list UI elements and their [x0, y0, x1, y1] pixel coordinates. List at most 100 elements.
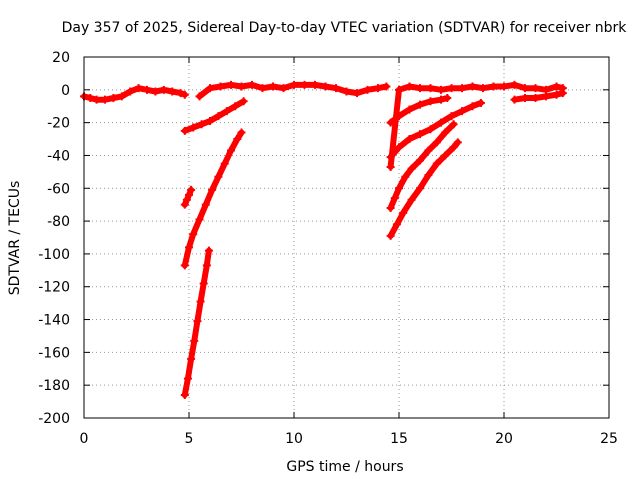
series-track: [196, 81, 390, 100]
data-point: [196, 297, 205, 306]
y-tick-label: -140: [38, 313, 70, 329]
data-point: [468, 102, 477, 111]
data-point: [552, 90, 561, 99]
data-points: [80, 80, 567, 400]
data-point: [197, 120, 206, 129]
data-point: [424, 146, 433, 155]
data-point: [416, 184, 424, 193]
y-tick-label: 0: [61, 83, 70, 99]
data-point: [416, 100, 424, 109]
data-point: [395, 184, 403, 193]
data-point: [214, 112, 223, 121]
data-series: [180, 97, 248, 135]
data-point: [185, 243, 193, 252]
series-track: [181, 129, 245, 269]
x-tick-label: 5: [185, 431, 194, 447]
data-point: [382, 82, 391, 91]
data-point: [193, 317, 202, 326]
data-point: [416, 84, 424, 93]
data-point: [321, 82, 330, 91]
data-point: [183, 374, 192, 383]
data-point: [500, 82, 508, 91]
y-tick-label: -200: [38, 411, 70, 427]
data-point: [342, 87, 351, 96]
chart-title: Day 357 of 2025, Sidereal Day-to-day VTE…: [62, 20, 628, 36]
y-tick-label: -60: [47, 181, 70, 197]
series-track: [387, 139, 461, 239]
data-point: [386, 203, 395, 212]
data-point: [521, 94, 529, 103]
data-point: [374, 84, 382, 93]
y-tick-label: 20: [52, 50, 70, 66]
x-tick-label: 20: [495, 431, 513, 447]
data-point: [521, 84, 529, 93]
data-point: [180, 200, 189, 209]
data-point: [180, 90, 189, 99]
y-tick-label: -80: [47, 214, 70, 230]
data-point: [531, 84, 540, 93]
data-point: [489, 82, 498, 91]
x-tick-label: 10: [285, 431, 303, 447]
data-point: [552, 82, 561, 91]
data-point: [279, 84, 288, 93]
tick-labels: 20 0 -20 -40 -60 -80 -100 -120 -140 -160 -180 -200 0…: [38, 50, 618, 447]
data-point: [189, 230, 198, 239]
data-point: [237, 82, 246, 91]
data-point: [386, 153, 395, 162]
data-point: [405, 105, 414, 114]
data-point: [432, 159, 441, 168]
data-point: [395, 112, 403, 121]
x-tick-label: 25: [600, 431, 618, 447]
data-point: [189, 123, 198, 132]
data-point: [233, 135, 242, 144]
data-series: [195, 80, 391, 101]
data-point: [204, 246, 213, 255]
data-point: [386, 162, 395, 171]
data-point: [441, 128, 450, 137]
data-point: [542, 92, 550, 101]
data-point: [134, 84, 143, 93]
x-axis-label: GPS time / hours: [286, 459, 403, 475]
data-point: [182, 195, 191, 204]
data-point: [86, 94, 95, 103]
data-series: [386, 120, 458, 212]
data-point: [447, 84, 456, 93]
data-point: [407, 195, 416, 204]
series-track: [181, 186, 195, 208]
data-point: [426, 125, 435, 134]
data-point: [363, 85, 372, 94]
data-point: [443, 94, 452, 103]
data-point: [311, 80, 319, 89]
y-tick-label: -100: [38, 247, 70, 263]
data-series: [386, 138, 462, 240]
data-point: [208, 185, 217, 194]
series-track: [81, 85, 188, 103]
data-point: [258, 84, 267, 93]
data-point: [220, 159, 229, 168]
y-tick-label: -180: [38, 378, 70, 394]
data-point: [199, 279, 208, 288]
data-point: [187, 185, 196, 194]
data-point: [168, 87, 177, 96]
data-series: [386, 98, 485, 162]
data-point: [227, 80, 235, 89]
data-point: [269, 82, 277, 91]
data-point: [92, 95, 101, 104]
grid: [84, 57, 609, 418]
data-point: [216, 82, 225, 91]
y-tick-label: -20: [47, 116, 70, 132]
data-series: [180, 246, 213, 400]
data-series: [180, 128, 246, 270]
data-point: [395, 143, 403, 152]
data-point: [447, 112, 456, 121]
data-point: [449, 143, 458, 152]
data-point: [453, 138, 462, 147]
x-tick-label: 15: [390, 431, 408, 447]
data-point: [407, 164, 416, 173]
data-point: [239, 97, 248, 106]
data-point: [176, 89, 185, 98]
y-tick-label: -40: [47, 148, 70, 164]
data-point: [222, 107, 231, 116]
data-point: [109, 94, 118, 103]
